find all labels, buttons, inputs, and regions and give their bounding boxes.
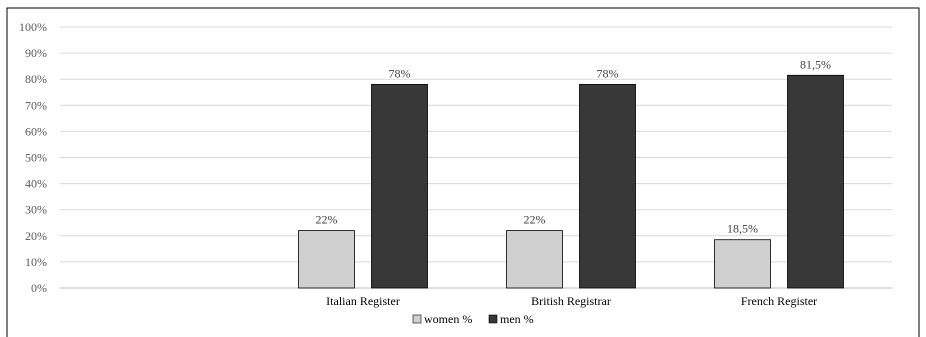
data-label: 22% [524, 213, 546, 227]
bar-women-1 [298, 230, 355, 289]
legend-swatch [412, 314, 422, 324]
y-tick-label: 40% [25, 177, 47, 191]
legend-swatch [488, 314, 498, 324]
legend: women % men % [412, 312, 534, 326]
bars [298, 74, 844, 289]
bar-men-2 [579, 84, 636, 289]
y-tick-label: 0% [31, 281, 47, 295]
y-tick-label: 90% [25, 46, 47, 60]
y-tick-label: 80% [25, 72, 47, 86]
data-label: 18,5% [727, 222, 758, 236]
bar-women-3 [714, 239, 771, 289]
y-tick-label: 60% [25, 124, 47, 138]
data-label: 81,5% [800, 57, 831, 71]
y-tick-label: 20% [25, 229, 47, 243]
x-axis-categories: Italian Register British Registrar French … [326, 294, 817, 308]
y-tick-label: 70% [25, 98, 47, 112]
gridlines [60, 26, 892, 289]
y-tick-label: 10% [25, 255, 47, 269]
data-label: 22% [316, 213, 338, 227]
bar-women-2 [506, 230, 563, 289]
category-label: Italian Register [326, 294, 400, 308]
category-label: British Registrar [531, 294, 611, 308]
data-labels: 22% 78% 22% 78% 18,5% 81,5% [316, 57, 832, 235]
data-label: 78% [597, 66, 619, 80]
legend-label: women % [424, 312, 472, 326]
y-tick-label: 50% [25, 151, 47, 165]
bar-men-1 [371, 84, 428, 289]
y-axis-ticks: 0% 10% 20% 30% 40% 50% 60% 70% 80% 90% 100% [19, 20, 47, 295]
y-tick-label: 100% [19, 20, 47, 34]
legend-label: men % [500, 312, 534, 326]
data-label: 78% [389, 66, 411, 80]
chart-frame [6, 7, 920, 337]
bar-men-3 [787, 74, 844, 289]
category-label: French Register [741, 294, 817, 308]
y-tick-label: 30% [25, 203, 47, 217]
